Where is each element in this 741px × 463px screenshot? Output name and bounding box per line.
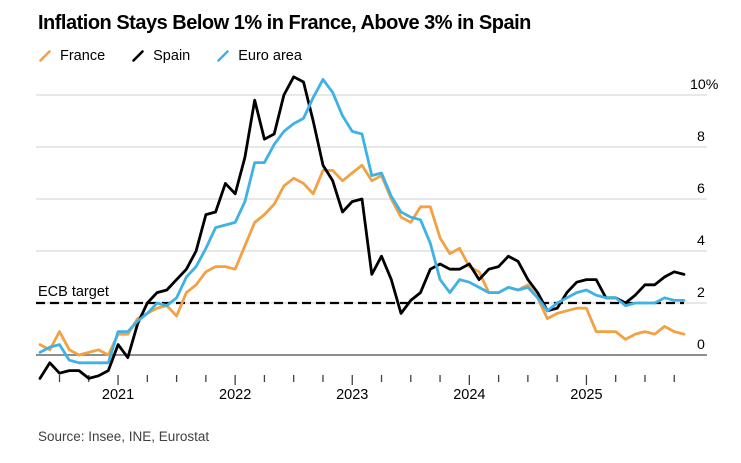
chart-legend: France Spain Euro area [38,48,302,64]
x-axis-year-label: 2025 [570,387,602,403]
x-axis-year-label: 2022 [219,387,251,403]
source-note: Source: Insee, INE, Eurostat [38,429,210,444]
y-axis-label: 2 [697,285,705,301]
x-axis-year-label: 2023 [336,387,368,403]
legend-label-euro-area: Euro area [238,48,302,64]
legend-item-euro-area: Euro area [216,48,302,64]
legend-label-france: France [60,48,106,64]
y-axis-label: 4 [697,233,705,249]
y-axis-label: 0 [697,337,705,353]
series-line-spain [38,75,686,380]
legend-item-spain: Spain [131,48,190,64]
slash-icon [132,50,144,62]
series-line-euro-area [38,78,686,365]
legend-label-spain: Spain [153,48,191,64]
chart-title: Inflation Stays Below 1% in France, Abov… [38,12,531,34]
x-axis-year-label: 2021 [102,387,134,403]
legend-item-france: France [38,48,105,64]
slash-icon [217,50,230,62]
y-axis-label: 10% [690,77,719,93]
y-axis-label: 8 [697,129,705,145]
slash-icon [39,50,51,62]
y-axis-label: 6 [697,181,705,197]
ecb-target-label: ECB target [38,284,109,300]
x-axis-year-label: 2024 [453,387,485,403]
